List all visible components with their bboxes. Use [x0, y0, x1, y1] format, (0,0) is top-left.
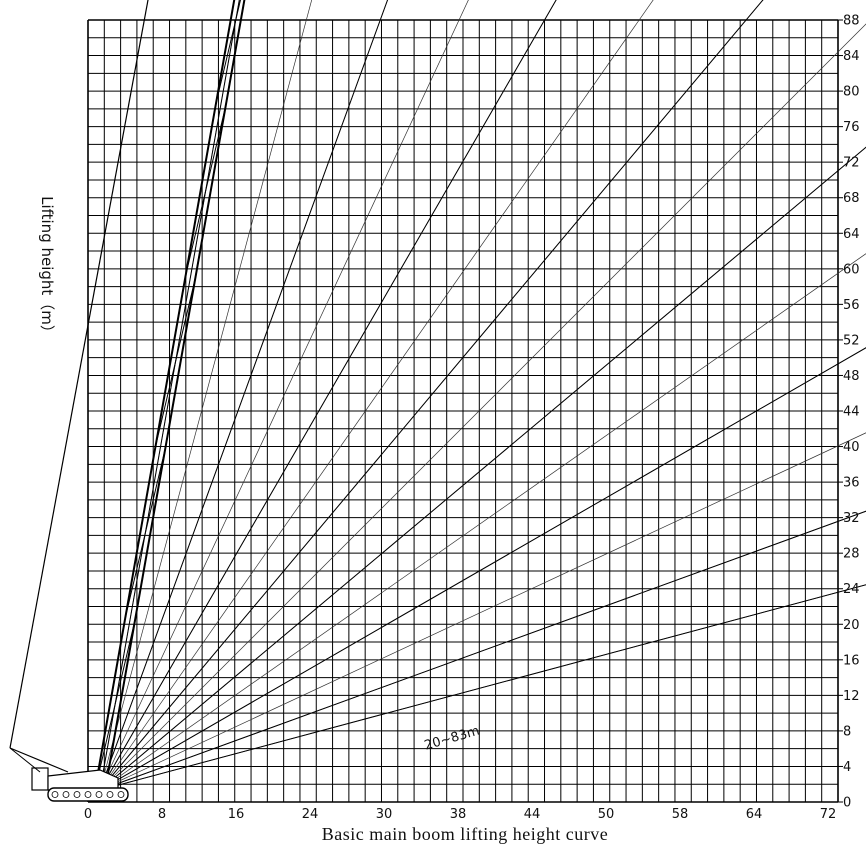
x-tick-label: 38: [450, 807, 467, 822]
y-tick-label: 24: [843, 582, 860, 597]
y-tick-label: 80: [843, 85, 860, 100]
track-roller: [117, 791, 125, 798]
x-axis-title: Basic main boom lifting height curve: [322, 824, 608, 844]
y-axis-title: Lifting height（m）: [38, 196, 56, 340]
y-tick-label: 60: [843, 262, 860, 277]
x-tick-label: 0: [84, 807, 92, 822]
angle-line: [99, 0, 557, 791]
crane-body: [47, 769, 119, 791]
angle-line: [99, 253, 866, 791]
envelope-area: [609, 0, 866, 31]
angle-line-major: [99, 0, 557, 791]
y-tick-label: 76: [843, 120, 860, 135]
boom-length-arcs: [609, 0, 866, 31]
counterweight: [31, 767, 49, 791]
angle-line: [99, 0, 654, 791]
boom-lacing: [215, 0, 241, 105]
y-tick-label: 44: [843, 405, 860, 420]
x-tick-label: 30: [376, 807, 393, 822]
y-tick-label: 72: [843, 156, 860, 171]
boom-chord: [103, 0, 246, 792]
x-tick-label: 16: [228, 807, 245, 822]
pendant-line: [9, 0, 149, 749]
track-roller: [95, 791, 103, 798]
angle-line: [99, 510, 866, 791]
axis-tick-labels: 0481216202428323640444852566064687276808…: [84, 14, 860, 823]
boom-lacing: [94, 619, 136, 790]
mast-line: [9, 747, 69, 773]
boom-lacing: [154, 277, 196, 447]
y-tick-label: 0: [843, 796, 851, 811]
angle-line: [99, 0, 469, 791]
angle-line: [99, 347, 866, 791]
angle-line-major: [99, 0, 240, 791]
angle-line: [99, 0, 764, 791]
boom-lacing: [124, 448, 166, 619]
y-tick-label: 84: [843, 49, 860, 64]
x-tick-label: 64: [746, 807, 763, 822]
angle-line-major: [99, 347, 866, 791]
angle-line-major: [99, 584, 866, 791]
x-tick-label: 50: [598, 807, 615, 822]
track-roller: [51, 791, 59, 798]
boom-chord: [94, 0, 236, 790]
angle-line: [99, 432, 866, 791]
x-tick-label: 8: [158, 807, 166, 822]
crawler-track: [47, 787, 129, 802]
angle-line: [99, 146, 866, 791]
y-tick-label: 32: [843, 511, 860, 526]
working-range-envelope: [609, 0, 866, 31]
track-roller: [84, 791, 92, 798]
angle-line-major: [99, 0, 764, 791]
y-tick-label: 12: [843, 689, 860, 704]
angle-line-major: [99, 0, 389, 791]
angle-line-major: [99, 510, 866, 791]
y-tick-label: 64: [843, 227, 860, 242]
y-tick-label: 52: [843, 333, 860, 348]
y-tick-label: 48: [843, 369, 860, 384]
boom-angle-lines: [99, 0, 866, 791]
x-tick-label: 44: [524, 807, 541, 822]
y-tick-label: 68: [843, 191, 860, 206]
angle-line: [99, 23, 866, 791]
y-tick-label: 36: [843, 476, 860, 491]
y-tick-label: 28: [843, 547, 860, 562]
crawler-crane-drawing: [9, 0, 246, 802]
y-tick-label: 16: [843, 653, 860, 668]
y-tick-label: 56: [843, 298, 860, 313]
y-tick-label: 88: [843, 14, 860, 29]
x-tick-label: 58: [672, 807, 689, 822]
angle-line: [99, 0, 388, 791]
boom-lacing: [185, 105, 227, 276]
angle-line-major: [99, 146, 866, 791]
x-tick-label: 24: [302, 807, 319, 822]
y-tick-label: 4: [843, 760, 851, 775]
y-tick-label: 20: [843, 618, 860, 633]
y-tick-label: 40: [843, 440, 860, 455]
x-tick-label: 72: [820, 807, 837, 822]
chart-grid: [87, 19, 839, 803]
boom-length-arc: [609, 0, 866, 31]
angle-line: [99, 0, 240, 791]
y-tick-label: 8: [843, 724, 851, 739]
track-roller: [106, 791, 114, 798]
angle-line: [99, 584, 866, 791]
track-roller: [62, 791, 70, 798]
angle-line: [99, 0, 313, 791]
track-roller: [73, 791, 81, 798]
